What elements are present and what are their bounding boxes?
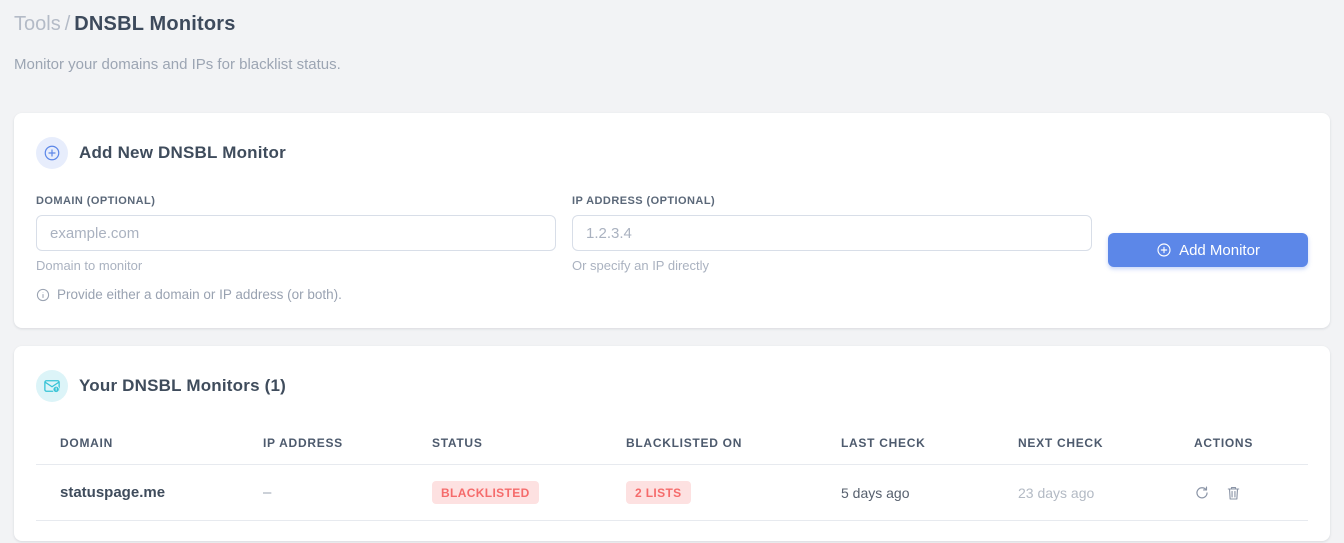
ip-field-helper: Or specify an IP directly [572,258,710,273]
mail-alert-icon [36,370,68,402]
domain-field-helper: Domain to monitor [36,258,143,273]
column-header-actions: ACTIONS [1170,410,1308,465]
ip-field-group: IP ADDRESS (OPTIONAL) Or specify an IP d… [572,195,1092,273]
monitor-next-check: 23 days ago [994,464,1170,521]
add-monitor-card-title: Add New DNSBL Monitor [79,143,286,162]
ip-address-input[interactable] [572,215,1092,251]
monitors-card-title: Your DNSBL Monitors (1) [79,376,287,395]
info-icon [36,288,50,302]
add-monitor-button-label: Add Monitor [1179,241,1260,259]
plus-circle-icon [1156,242,1172,258]
page-title: DNSBL Monitors [74,13,236,35]
monitor-blacklisted-on-cell: 2 LISTS [602,464,817,521]
column-header-blacklisted-on: BLACKLISTED ON [602,410,817,465]
monitors-card: Your DNSBL Monitors (1) DOMAIN IP ADDRES… [14,346,1330,541]
column-header-ip-address: IP ADDRESS [239,410,408,465]
blacklisted-on-badge[interactable]: 2 LISTS [626,481,691,504]
monitors-table: DOMAIN IP ADDRESS STATUS BLACKLISTED ON … [36,410,1308,521]
form-note-text: Provide either a domain or IP address (o… [57,287,342,302]
table-row: statuspage.me – BLACKLISTED 2 LISTS 5 da… [36,464,1308,521]
breadcrumb-section[interactable]: Tools [14,13,61,35]
column-header-domain: DOMAIN [36,410,239,465]
plus-circle-icon [36,137,68,169]
monitor-last-check: 5 days ago [817,464,994,521]
column-header-last-check: LAST CHECK [817,410,994,465]
monitors-card-header: Your DNSBL Monitors (1) [36,370,1308,402]
status-badge: BLACKLISTED [432,481,539,504]
submit-column: Add Monitor [1108,233,1308,267]
breadcrumb-separator: / [64,13,71,35]
add-monitor-form: DOMAIN (OPTIONAL) Domain to monitor Prov… [36,195,1308,302]
refresh-icon[interactable] [1194,485,1210,501]
add-monitor-card: Add New DNSBL Monitor DOMAIN (OPTIONAL) … [14,113,1330,328]
column-header-next-check: NEXT CHECK [994,410,1170,465]
domain-field-label: DOMAIN (OPTIONAL) [36,195,156,207]
add-monitor-button[interactable]: Add Monitor [1108,233,1308,267]
ip-field-label: IP ADDRESS (OPTIONAL) [572,195,716,207]
trash-icon[interactable] [1226,485,1241,501]
page-subtitle: Monitor your domains and IPs for blackli… [14,56,341,73]
domain-input[interactable] [36,215,556,251]
monitor-status-cell: BLACKLISTED [408,464,602,521]
domain-field-group: DOMAIN (OPTIONAL) Domain to monitor Prov… [36,195,556,302]
column-header-status: STATUS [408,410,602,465]
add-monitor-card-header: Add New DNSBL Monitor [36,137,1308,169]
monitor-ip-address: – [239,464,408,521]
form-note-row: Provide either a domain or IP address (o… [36,287,556,302]
monitor-actions-cell [1170,464,1308,521]
breadcrumb: Tools / DNSBL Monitors [14,12,1330,36]
table-header-row: DOMAIN IP ADDRESS STATUS BLACKLISTED ON … [36,410,1308,465]
monitor-domain: statuspage.me [36,464,239,521]
